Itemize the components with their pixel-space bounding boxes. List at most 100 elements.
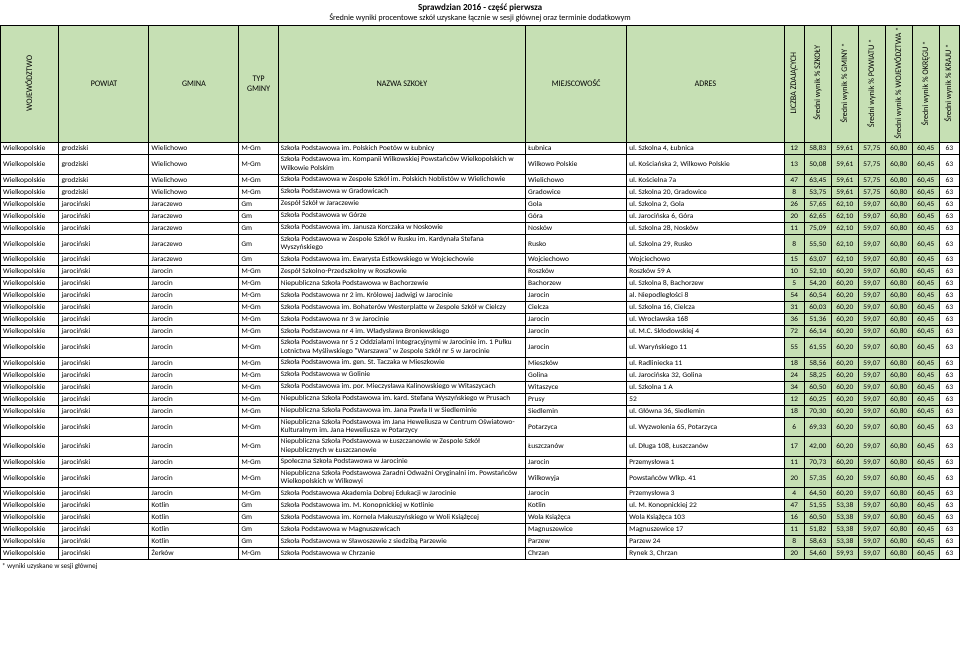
cell-sw-kraju: 63	[939, 254, 959, 266]
cell-sw-gminy: 59,93	[831, 548, 858, 560]
cell-miejsc: Jarocin	[526, 290, 627, 302]
cell-miejsc: Kotlin	[526, 500, 627, 512]
cell-sw-okregu: 60,45	[912, 254, 939, 266]
cell-gmina: Wielichowo	[149, 174, 239, 186]
cell-nazwa: Szkoła Podstawowa w Górze	[278, 210, 525, 222]
cell-gmina: Jarocin	[149, 266, 239, 278]
col-gmina: GMINA	[149, 26, 239, 143]
cell-adres: Powstańców Wlkp. 41	[627, 468, 784, 488]
cell-sw-kraju: 63	[939, 326, 959, 338]
cell-powiat: jarociński	[59, 524, 149, 536]
cell-miejsc: Chrzan	[526, 548, 627, 560]
cell-adres: Przemysłowa 1	[627, 456, 784, 468]
cell-sw-okregu: 60,45	[912, 536, 939, 548]
table-row: WielkopolskiejarocińskiJarocinM-GmNiepub…	[1, 405, 960, 417]
cell-sw-gminy: 60,20	[831, 278, 858, 290]
cell-powiat: jarociński	[59, 536, 149, 548]
cell-sw-szkoly: 70,73	[804, 456, 831, 468]
cell-woj: Wielkopolskie	[1, 222, 59, 234]
cell-sw-okregu: 60,45	[912, 222, 939, 234]
cell-typ: Gm	[239, 210, 278, 222]
cell-sw-okregu: 60,45	[912, 278, 939, 290]
cell-liczba: 12	[784, 393, 804, 405]
cell-sw-szkoly: 60,50	[804, 381, 831, 393]
cell-typ: M-Gm	[239, 488, 278, 500]
cell-adres: ul. Szkolna 20, Gradowice	[627, 186, 784, 198]
cell-sw-gminy: 53,38	[831, 524, 858, 536]
cell-sw-powiatu: 59,07	[858, 210, 885, 222]
cell-sw-woj: 60,80	[885, 536, 912, 548]
cell-miejsc: Gradowice	[526, 186, 627, 198]
cell-sw-szkoly: 42,00	[804, 437, 831, 457]
cell-sw-okregu: 60,45	[912, 357, 939, 369]
cell-typ: M-Gm	[239, 393, 278, 405]
cell-nazwa: Szkoła Podstawowa Akademia Dobrej Edukac…	[278, 488, 525, 500]
cell-adres: Wojciechowo	[627, 254, 784, 266]
cell-adres: ul. Szkolna 8, Bachorzew	[627, 278, 784, 290]
cell-sw-woj: 60,80	[885, 548, 912, 560]
cell-sw-gminy: 59,61	[831, 143, 858, 155]
cell-sw-szkoly: 60,50	[804, 512, 831, 524]
cell-sw-kraju: 63	[939, 369, 959, 381]
footnote: * wyniki uzyskane w sesji głównej	[0, 561, 960, 570]
cell-powiat: jarociński	[59, 290, 149, 302]
cell-sw-powiatu: 59,07	[858, 357, 885, 369]
cell-adres: ul. Główna 36, Siedlemin	[627, 405, 784, 417]
cell-sw-woj: 60,80	[885, 186, 912, 198]
cell-liczba: 17	[784, 437, 804, 457]
cell-liczba: 6	[784, 417, 804, 437]
cell-typ: M-Gm	[239, 155, 278, 175]
cell-liczba: 13	[784, 155, 804, 175]
cell-woj: Wielkopolskie	[1, 338, 59, 358]
cell-typ: M-Gm	[239, 417, 278, 437]
cell-sw-szkoly: 55,50	[804, 234, 831, 254]
cell-sw-gminy: 59,61	[831, 155, 858, 175]
cell-adres: ul. Wyzwolenia 65, Potarzyca	[627, 417, 784, 437]
cell-sw-powiatu: 59,07	[858, 326, 885, 338]
cell-liczba: 8	[784, 536, 804, 548]
cell-nazwa: Szkoła Podstawowa im. Janusza Korczaka w…	[278, 222, 525, 234]
cell-powiat: jarociński	[59, 500, 149, 512]
title-sub: Średnie wyniki procentowe szkół uzyskane…	[0, 13, 960, 23]
cell-sw-gminy: 62,10	[831, 234, 858, 254]
cell-sw-powiatu: 59,07	[858, 393, 885, 405]
table-row: WielkopolskiejarocińskiJarocinM-GmNiepub…	[1, 417, 960, 437]
cell-sw-woj: 60,80	[885, 198, 912, 210]
table-row: WielkopolskiejarocińskiJarocinM-GmSzkoła…	[1, 357, 960, 369]
table-row: WielkopolskiejarocińskiJaraczewoGmSzkoła…	[1, 222, 960, 234]
cell-nazwa: Szkoła Podstawowa nr 4 im. Władysława Br…	[278, 326, 525, 338]
cell-adres: al. Niepodległości 8	[627, 290, 784, 302]
cell-sw-okregu: 60,45	[912, 314, 939, 326]
cell-nazwa: Zespół Szkolno-Przedszkolny w Roszkowie	[278, 266, 525, 278]
cell-gmina: Jarocin	[149, 488, 239, 500]
cell-sw-szkoly: 58,56	[804, 357, 831, 369]
cell-sw-powiatu: 59,07	[858, 548, 885, 560]
cell-powiat: grodziski	[59, 186, 149, 198]
cell-adres: ul. Wrocławska 168	[627, 314, 784, 326]
cell-sw-kraju: 63	[939, 234, 959, 254]
cell-sw-kraju: 63	[939, 548, 959, 560]
cell-liczba: 24	[784, 369, 804, 381]
cell-woj: Wielkopolskie	[1, 393, 59, 405]
cell-miejsc: Parzew	[526, 536, 627, 548]
cell-sw-gminy: 62,10	[831, 222, 858, 234]
cell-sw-szkoly: 70,30	[804, 405, 831, 417]
cell-sw-woj: 60,80	[885, 524, 912, 536]
cell-powiat: jarociński	[59, 210, 149, 222]
table-row: WielkopolskiegrodziskiWielichowoM-GmSzko…	[1, 174, 960, 186]
cell-sw-okregu: 60,45	[912, 381, 939, 393]
cell-gmina: Jarocin	[149, 326, 239, 338]
cell-woj: Wielkopolskie	[1, 155, 59, 175]
cell-powiat: jarociński	[59, 437, 149, 457]
col-sw-kraju: Średni wynik % KRAJU *	[939, 26, 959, 143]
cell-sw-kraju: 63	[939, 381, 959, 393]
cell-sw-powiatu: 59,07	[858, 405, 885, 417]
cell-adres: ul. Radliniecka 11	[627, 357, 784, 369]
cell-woj: Wielkopolskie	[1, 290, 59, 302]
cell-sw-powiatu: 59,07	[858, 512, 885, 524]
cell-liczba: 8	[784, 234, 804, 254]
cell-sw-szkoly: 54,20	[804, 278, 831, 290]
cell-adres: ul. Kościańska 2, Wilkowo Polskie	[627, 155, 784, 175]
cell-sw-kraju: 63	[939, 222, 959, 234]
cell-adres: ul. Długa 108, Łuszczanów	[627, 437, 784, 457]
